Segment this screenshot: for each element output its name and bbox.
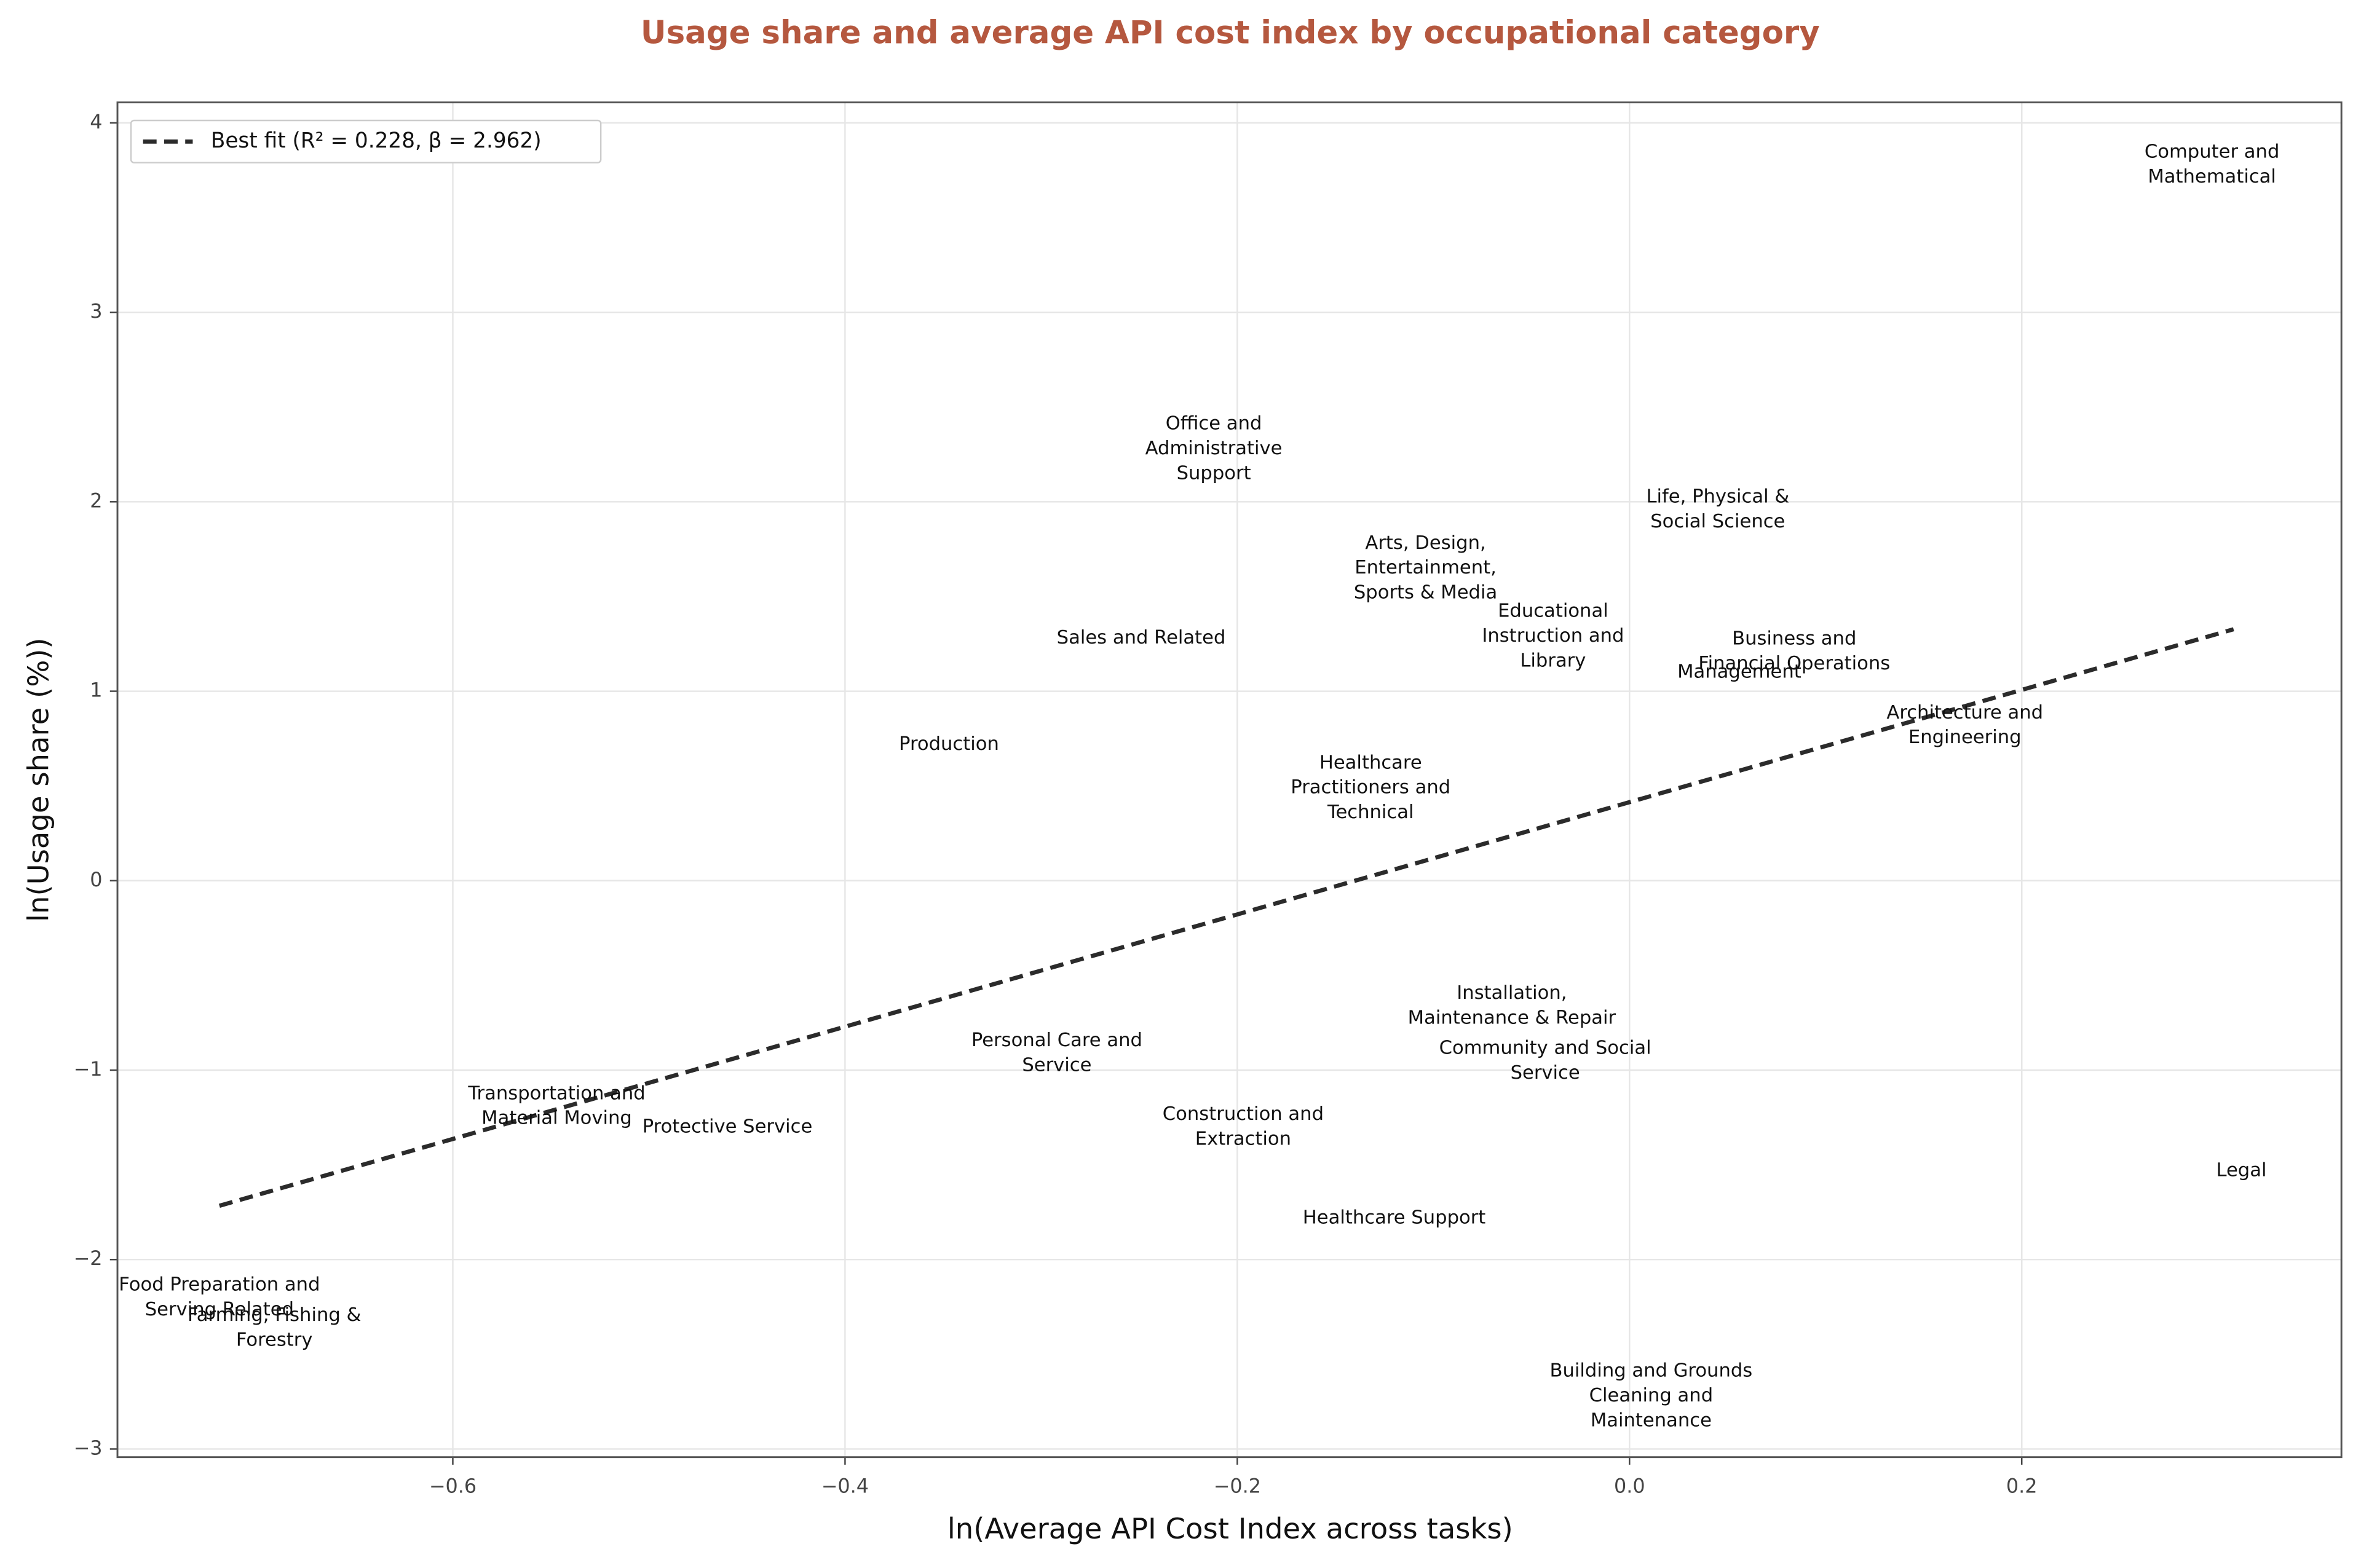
legend-label: Best fit (R² = 0.228, β = 2.962) — [211, 128, 542, 153]
y-tick-label: 2 — [90, 489, 102, 512]
point-label: Building and Grounds Cleaning and Maintena… — [1549, 1360, 1752, 1431]
x-tick-label: −0.4 — [821, 1475, 869, 1498]
point-label: Construction and Extraction — [1163, 1103, 1324, 1149]
point-label: Healthcare Support — [1303, 1207, 1486, 1228]
point-label: Business and Financial Operations — [1698, 628, 1890, 674]
point-label: Protective Service — [643, 1116, 813, 1137]
point-label: Office and Administrative Support — [1145, 412, 1283, 484]
point-label: Life, Physical & Social Science — [1646, 486, 1789, 532]
y-tick-label: 1 — [90, 679, 102, 702]
point-label: Personal Care and Service — [971, 1030, 1142, 1076]
point-label: Installation, Maintenance & Repair — [1408, 982, 1616, 1028]
point-label: Community and Social Service — [1439, 1037, 1651, 1083]
point-label: Transportation and Material Moving — [467, 1082, 645, 1129]
y-tick-label: −2 — [74, 1247, 103, 1270]
fit-line — [218, 627, 2234, 1208]
y-tick-label: 0 — [90, 868, 102, 891]
point-label: Food Preparation and Serving Related — [119, 1274, 320, 1320]
point-label: Healthcare Practitioners and Technical — [1291, 752, 1450, 823]
point-label: Production — [899, 733, 999, 754]
y-tick-label: −3 — [74, 1436, 103, 1459]
x-tick-label: 0.0 — [1614, 1475, 1645, 1498]
legend-box — [130, 119, 602, 163]
x-axis-label: ln(Average API Cost Index across tasks) — [947, 1512, 1513, 1545]
y-axis-label: ln(Usage share (%)) — [22, 637, 55, 922]
point-label: Legal — [2216, 1159, 2266, 1181]
point-label: Computer and Mathematical — [2145, 141, 2279, 187]
chart-title: Usage share and average API cost index b… — [641, 14, 1820, 51]
plot-frame — [116, 101, 2343, 1459]
y-tick-label: 4 — [90, 110, 102, 133]
y-tick-label: −1 — [74, 1057, 103, 1081]
y-tick-label: 3 — [90, 299, 102, 323]
point-label: Educational Instruction and Library — [1482, 600, 1624, 671]
point-label: Arts, Design, Entertainment, Sports & Medi… — [1354, 532, 1497, 603]
x-tick-label: −0.6 — [429, 1475, 477, 1498]
point-label: Management — [1677, 661, 1801, 682]
point-label: Farming, Fishing & Forestry — [188, 1304, 361, 1350]
x-tick-label: −0.2 — [1214, 1475, 1261, 1498]
x-tick-label: 0.2 — [2006, 1475, 2038, 1498]
point-label: Sales and Related — [1057, 627, 1226, 648]
point-label: Architecture and Engineering — [1886, 701, 2043, 747]
